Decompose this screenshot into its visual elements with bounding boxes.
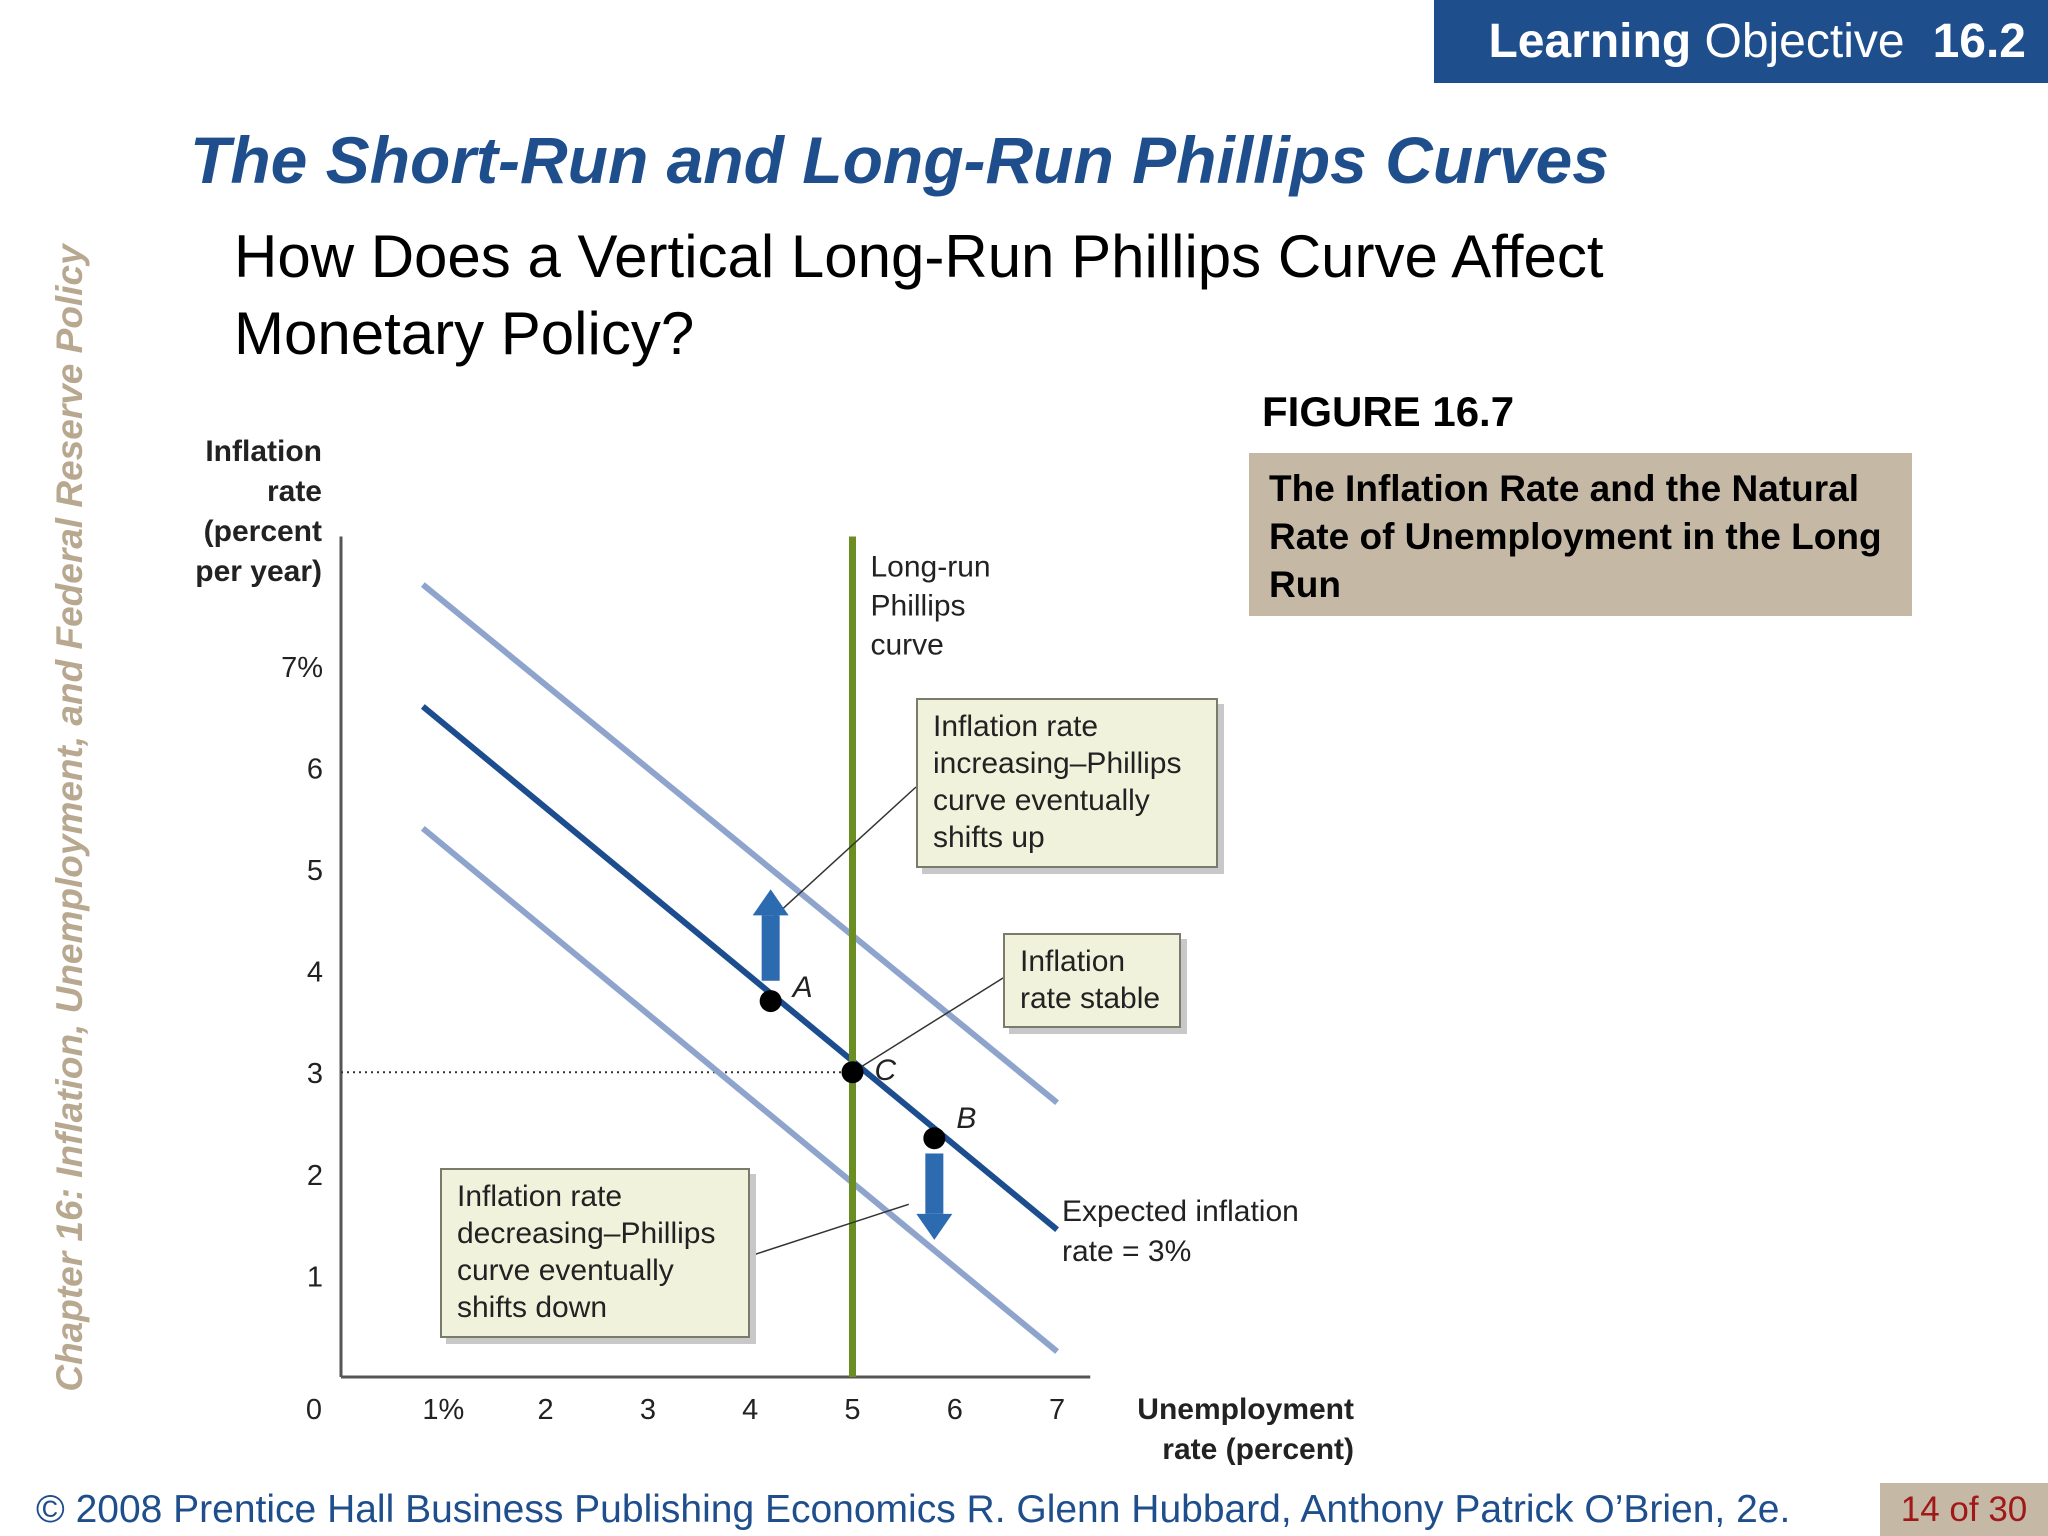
- annotation-line: shifts up: [933, 821, 1045, 854]
- learning-objective-banner: Learning Objective 16.2: [1434, 0, 2048, 83]
- banner-number: 16.2: [1932, 15, 2026, 68]
- x-tick-label: 6: [947, 1394, 963, 1426]
- y-tick-label: 1: [307, 1261, 323, 1293]
- point-label: B: [956, 1102, 976, 1135]
- y-tick-label: 7%: [281, 652, 323, 684]
- phillips-curve-chart: 1 2 3 4 5 6 7% 0 1% 2 3 4 5 6 7 Inflation rate (percent pe…: [195, 435, 1354, 1466]
- shifted-phillips-curve: [420, 826, 1060, 1354]
- figure-caption: The Inflation Rate and the Natural Rate …: [1249, 453, 1912, 616]
- point-c: [841, 1061, 864, 1084]
- x-tick-label: 3: [640, 1394, 656, 1426]
- shifted-phillips-curve: [420, 582, 1059, 1106]
- shift-up-arrowhead: [752, 889, 789, 916]
- point-label: A: [791, 971, 813, 1004]
- y-tick-label: 3: [307, 1058, 323, 1090]
- lrpc-label: Long-run: [871, 551, 991, 584]
- annotation-line: shifts down: [457, 1291, 608, 1324]
- annotation-line: increasing–Phillips: [933, 747, 1182, 780]
- slide-subtitle: How Does a Vertical Long-Run Phillips Cu…: [234, 223, 1604, 367]
- shift-up-arrow: [761, 915, 780, 981]
- y-tick-label: 2: [307, 1160, 323, 1192]
- y-axis-title: (percent: [204, 515, 322, 548]
- short-run-phillips-curve: [420, 704, 1060, 1232]
- annotation-leader-line: [852, 977, 1004, 1073]
- shift-down-arrow: [925, 1153, 944, 1214]
- lrpc-label: Phillips: [871, 590, 966, 623]
- y-tick-label: 5: [307, 855, 323, 887]
- x-axis-title: Unemployment: [1137, 1393, 1354, 1426]
- curve-label: Expected inflation: [1062, 1195, 1299, 1228]
- annotation-leader-line: [749, 1203, 909, 1257]
- y-axis-title: per year): [195, 555, 322, 588]
- annotation-leader-line: [770, 786, 917, 921]
- annotation-line: Inflation: [1020, 945, 1126, 978]
- annotation-line: Inflation rate: [933, 710, 1099, 743]
- y-tick-label: 4: [307, 957, 323, 989]
- y-axis-title: Inflation: [205, 435, 322, 468]
- point-b: [923, 1127, 946, 1150]
- banner-word: Objective: [1704, 15, 1905, 68]
- annotation-line: rate stable: [1020, 982, 1161, 1015]
- curve-label: rate = 3%: [1062, 1235, 1191, 1268]
- page-number: 14 of 30: [1880, 1483, 2048, 1536]
- footer-credits: © 2008 Prentice Hall Business Publishing…: [36, 1488, 1791, 1531]
- slide-title: The Short-Run and Long-Run Phillips Curv…: [190, 123, 1609, 197]
- annotation-stable: Inflation rate stable: [1003, 933, 1181, 1028]
- annotation-increasing: Inflation rate increasing–Phillips curve e…: [916, 698, 1218, 868]
- lrpc-label: curve: [871, 629, 944, 662]
- figure-number: FIGURE 16.7: [1262, 388, 1515, 435]
- annotation-line: curve eventually: [457, 1254, 674, 1287]
- annotation-line: curve eventually: [933, 784, 1150, 817]
- y-tick-label: 6: [307, 753, 323, 785]
- x-tick-label: 4: [742, 1394, 758, 1426]
- shift-down-arrowhead: [916, 1213, 953, 1240]
- banner-bold-word: Learning: [1488, 15, 1692, 68]
- x-tick-label: 2: [538, 1394, 554, 1426]
- point-a: [759, 990, 782, 1013]
- x-tick-label: 0: [306, 1394, 322, 1426]
- annotation-decreasing: Inflation rate decreasing–Phillips curve e…: [440, 1168, 750, 1338]
- annotation-line: decreasing–Phillips: [457, 1217, 716, 1250]
- x-axis-title: rate (percent): [1162, 1433, 1354, 1466]
- point-label: C: [875, 1054, 897, 1087]
- annotation-line: Inflation rate: [457, 1180, 623, 1213]
- y-axis-title: rate: [267, 475, 322, 508]
- x-tick-label: 5: [844, 1394, 860, 1426]
- x-tick-label: 7: [1049, 1394, 1065, 1426]
- x-tick-label: 1%: [422, 1394, 464, 1426]
